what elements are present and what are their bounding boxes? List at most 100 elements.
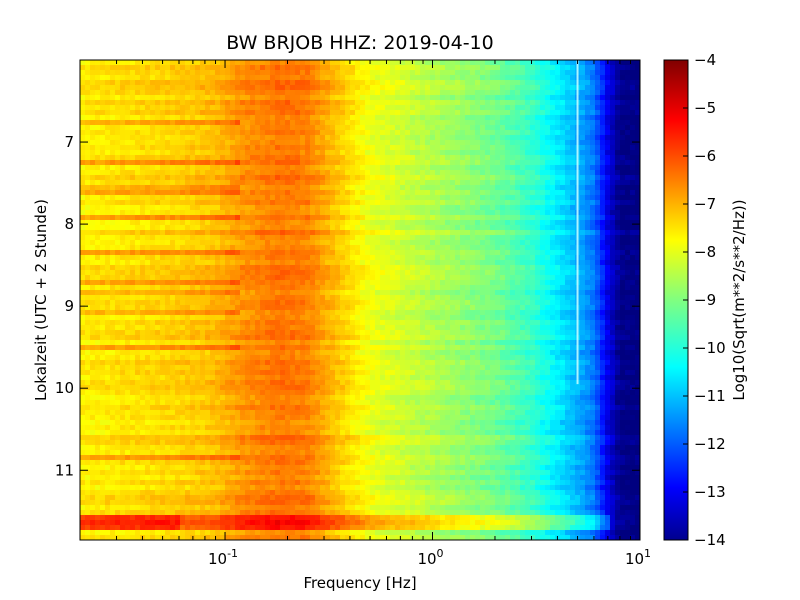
heatmap-cell bbox=[475, 150, 481, 156]
heatmap-cell bbox=[90, 85, 96, 91]
heatmap-cell bbox=[595, 145, 601, 151]
heatmap-cell bbox=[230, 175, 236, 181]
heatmap-cell bbox=[240, 70, 246, 76]
heatmap-cell bbox=[190, 260, 196, 266]
heatmap-cell bbox=[360, 165, 366, 171]
heatmap-cell bbox=[250, 170, 256, 176]
heatmap-cell bbox=[195, 110, 201, 116]
heatmap-cell bbox=[530, 190, 536, 196]
heatmap-cell bbox=[460, 100, 466, 106]
heatmap-cell bbox=[295, 215, 301, 221]
heatmap-cell bbox=[100, 210, 106, 216]
heatmap-cell bbox=[635, 60, 640, 66]
heatmap-cell bbox=[265, 85, 271, 91]
heatmap-cell bbox=[280, 90, 286, 96]
heatmap-cell bbox=[295, 120, 301, 126]
heatmap-cell bbox=[475, 255, 481, 261]
heatmap-cell bbox=[530, 200, 536, 206]
heatmap-cell bbox=[615, 105, 621, 111]
heatmap-cell bbox=[535, 145, 541, 151]
heatmap-cell bbox=[80, 240, 86, 246]
heatmap-cell bbox=[340, 65, 346, 71]
heatmap-cell bbox=[240, 255, 246, 261]
heatmap-cell bbox=[240, 130, 246, 136]
heatmap-cell bbox=[260, 180, 266, 186]
heatmap-cell bbox=[220, 70, 226, 76]
heatmap-cell bbox=[615, 115, 621, 121]
heatmap-cell bbox=[260, 60, 266, 66]
heatmap-cell bbox=[570, 140, 576, 146]
heatmap-cell bbox=[115, 110, 121, 116]
heatmap-cell bbox=[535, 255, 541, 261]
heatmap-cell bbox=[260, 95, 266, 101]
heatmap-cell bbox=[355, 105, 361, 111]
heatmap-cell bbox=[450, 85, 456, 91]
heatmap-cell bbox=[595, 75, 601, 81]
heatmap-cell bbox=[220, 90, 226, 96]
heatmap-cell bbox=[590, 125, 596, 131]
heatmap-cell bbox=[385, 100, 391, 106]
heatmap-cell bbox=[465, 100, 471, 106]
heatmap-cell bbox=[285, 245, 291, 251]
heatmap-cell bbox=[190, 125, 196, 131]
heatmap-cell bbox=[155, 120, 161, 126]
heatmap-cell bbox=[580, 120, 586, 126]
heatmap-cell bbox=[545, 260, 551, 266]
heatmap-cell bbox=[300, 165, 306, 171]
heatmap-cell bbox=[365, 135, 371, 141]
heatmap-cell bbox=[80, 140, 86, 146]
heatmap-cell bbox=[170, 230, 176, 236]
heatmap-cell bbox=[490, 75, 496, 81]
heatmap-cell bbox=[235, 245, 241, 251]
heatmap-cell bbox=[610, 185, 616, 191]
heatmap-cell bbox=[580, 225, 586, 231]
heatmap-cell bbox=[290, 150, 296, 156]
heatmap-cell bbox=[415, 185, 421, 191]
heatmap-cell bbox=[495, 195, 501, 201]
heatmap-cell bbox=[390, 180, 396, 186]
heatmap-cell bbox=[465, 75, 471, 81]
heatmap-cell bbox=[145, 280, 151, 286]
heatmap-cell bbox=[480, 175, 486, 181]
heatmap-cell bbox=[95, 155, 101, 161]
heatmap-cell bbox=[495, 85, 501, 91]
heatmap-cell bbox=[305, 130, 311, 136]
heatmap-cell bbox=[620, 125, 626, 131]
heatmap-cell bbox=[110, 95, 116, 101]
heatmap-cell bbox=[505, 70, 511, 76]
heatmap-cell bbox=[595, 180, 601, 186]
heatmap-cell bbox=[635, 250, 640, 256]
heatmap-cell bbox=[80, 100, 86, 106]
heatmap-cell bbox=[230, 210, 236, 216]
heatmap-cell bbox=[310, 150, 316, 156]
heatmap-cell bbox=[255, 265, 261, 271]
heatmap-cell bbox=[135, 235, 141, 241]
heatmap-cell bbox=[390, 145, 396, 151]
heatmap-cell bbox=[600, 110, 606, 116]
heatmap-cell bbox=[365, 165, 371, 171]
heatmap-cell bbox=[620, 60, 626, 66]
heatmap-cell bbox=[395, 95, 401, 101]
heatmap-cell bbox=[425, 90, 431, 96]
heatmap-cell bbox=[585, 140, 591, 146]
heatmap-cell bbox=[190, 170, 196, 176]
heatmap-cell bbox=[315, 70, 321, 76]
heatmap-cell bbox=[585, 105, 591, 111]
heatmap-cell bbox=[500, 145, 506, 151]
heatmap-cell bbox=[130, 70, 136, 76]
heatmap-cell bbox=[95, 135, 101, 141]
heatmap-cell bbox=[440, 260, 446, 266]
heatmap-cell bbox=[460, 75, 466, 81]
heatmap-cell bbox=[80, 220, 86, 226]
heatmap-cell bbox=[570, 95, 576, 101]
heatmap-cell bbox=[515, 65, 521, 71]
heatmap-cell bbox=[470, 225, 476, 231]
heatmap-cell bbox=[175, 160, 181, 166]
heatmap-cell bbox=[625, 115, 631, 121]
heatmap-cell bbox=[125, 280, 131, 286]
heatmap-cell bbox=[375, 75, 381, 81]
heatmap-cell bbox=[370, 135, 376, 141]
heatmap-cell bbox=[235, 120, 241, 126]
heatmap-cell bbox=[195, 95, 201, 101]
heatmap-cell bbox=[170, 85, 176, 91]
